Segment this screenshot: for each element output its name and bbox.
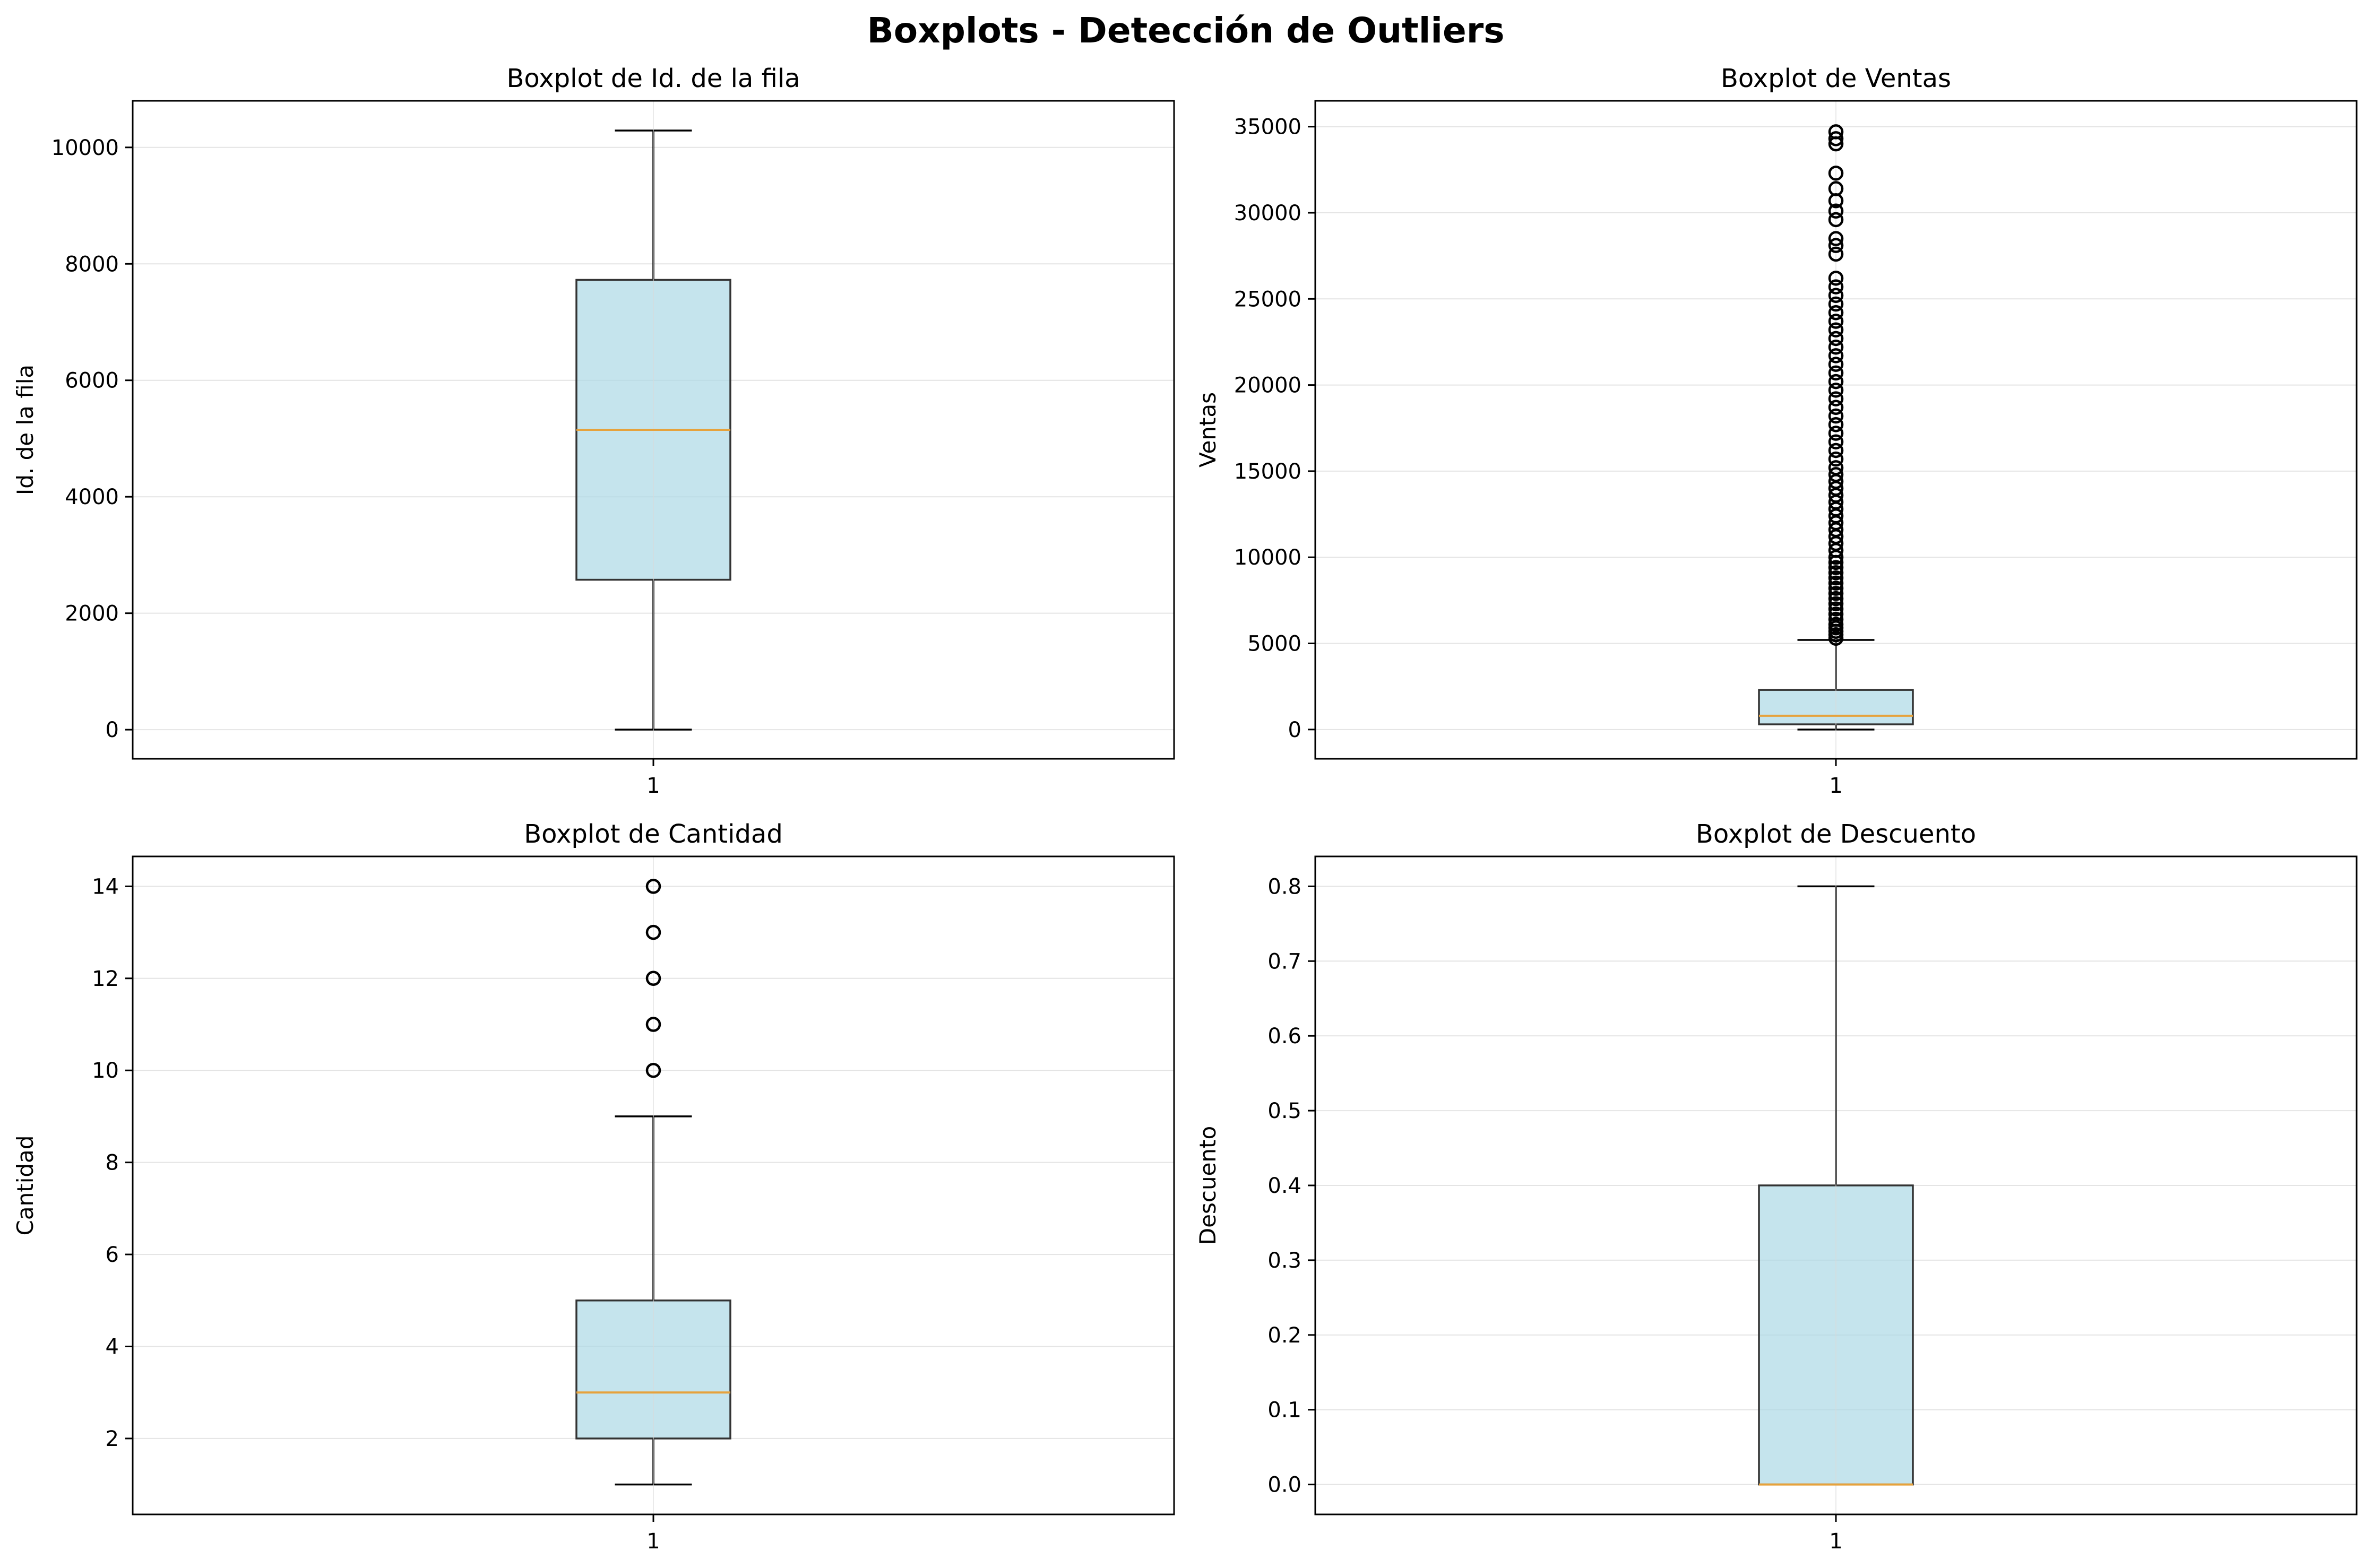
y-axis-label: Descuento (1195, 1126, 1221, 1245)
outlier-point (645, 971, 661, 986)
y-tick-label: 10 (92, 1059, 119, 1083)
figure-title: Boxplots - Detección de Outliers (867, 10, 1504, 51)
outlier-point (1828, 181, 1844, 196)
outlier-point (1828, 443, 1844, 458)
outlier-point (1828, 166, 1844, 181)
y-tick-label: 20000 (1234, 374, 1301, 398)
outlier-point (1828, 365, 1844, 381)
panel-title: Boxplot de Id. de la fila (506, 64, 800, 93)
y-tick-label: 2 (106, 1427, 119, 1451)
y-tick-label: 0.5 (1267, 1099, 1301, 1123)
panel-1: 0 2000 4000 6000 8000 10000 1 Boxplot de Id. de… (12, 64, 1175, 798)
y-tick-label: 0.2 (1267, 1323, 1301, 1348)
outlier-point (1828, 596, 1844, 612)
outlier-point (1828, 607, 1844, 622)
outlier-point (1828, 575, 1844, 591)
outlier-point (1828, 124, 1844, 140)
outlier-point (1828, 271, 1844, 286)
x-tick-label: 1 (646, 774, 660, 798)
panel-3: 2 4 6 8 10 12 14 1 Boxplot de Cantidad Cantidad (12, 819, 1175, 1554)
outlier-point (1828, 451, 1844, 467)
outlier-point (645, 924, 661, 940)
y-tick-label: 6000 (65, 369, 119, 393)
panel-title: Boxplot de Descuento (1696, 819, 1976, 849)
outlier-point (1828, 348, 1844, 363)
y-tick-label: 2000 (65, 602, 119, 626)
outlier-point (1828, 586, 1844, 601)
y-tick-label: 5000 (1247, 632, 1301, 656)
outlier-point (1828, 238, 1844, 253)
outlier-point (1828, 426, 1844, 441)
outlier-point (1828, 570, 1844, 586)
y-tick-label: 0 (106, 718, 119, 742)
y-tick-label: 4000 (65, 485, 119, 509)
outlier-point (1828, 357, 1844, 372)
y-tick-label: 30000 (1234, 201, 1301, 226)
outlier-point (1828, 417, 1844, 432)
y-tick-label: 0.3 (1267, 1249, 1301, 1273)
outlier-point (1828, 246, 1844, 262)
outlier-point (1828, 434, 1844, 449)
outlier-point (1828, 305, 1844, 320)
y-axis-label: Cantidad (12, 1136, 38, 1236)
outlier-point (1828, 408, 1844, 424)
outlier-point (1828, 212, 1844, 228)
outlier-point (1828, 331, 1844, 346)
outlier-point (1828, 467, 1844, 482)
outlier-point (1828, 611, 1844, 627)
outlier-point (1828, 591, 1844, 607)
outlier-point (1828, 400, 1844, 415)
outlier-point (645, 879, 661, 894)
outlier-point (1828, 314, 1844, 329)
y-axis-label: Id. de la fila (12, 365, 38, 495)
outlier-point (1828, 279, 1844, 294)
y-tick-label: 35000 (1234, 115, 1301, 140)
outlier-point (1828, 131, 1844, 146)
y-tick-label: 0.4 (1267, 1174, 1301, 1198)
y-tick-label: 25000 (1234, 287, 1301, 311)
outlier-point (1828, 203, 1844, 219)
panel-title: Boxplot de Cantidad (524, 819, 783, 849)
outlier-point (1828, 601, 1844, 617)
outlier-point (1828, 322, 1844, 337)
x-tick-label: 1 (1829, 774, 1842, 798)
outlier-point (1828, 565, 1844, 581)
y-tick-label: 0.6 (1267, 1024, 1301, 1049)
outlier-point (1828, 383, 1844, 398)
panel-title: Boxplot de Ventas (1721, 64, 1951, 93)
y-tick-label: 12 (92, 967, 119, 991)
y-tick-label: 0.8 (1267, 874, 1301, 899)
y-tick-label: 8000 (65, 252, 119, 276)
y-tick-label: 10000 (51, 136, 119, 160)
x-tick-label: 1 (1829, 1529, 1842, 1554)
outlier-point (1828, 581, 1844, 596)
y-tick-label: 0.7 (1267, 949, 1301, 974)
y-tick-label: 0.1 (1267, 1398, 1301, 1423)
y-tick-label: 0 (1288, 718, 1301, 742)
y-tick-label: 4 (106, 1335, 119, 1359)
y-tick-label: 0.0 (1267, 1473, 1301, 1497)
panel-2: 0 5000 10000 15000 20000 25000 30000 35000 1 Boxp… (1195, 64, 2358, 798)
x-tick-label: 1 (646, 1529, 660, 1554)
outlier-point (1828, 374, 1844, 389)
outlier-point (645, 1017, 661, 1032)
y-tick-label: 14 (92, 874, 119, 899)
outlier-point (1828, 460, 1844, 475)
outlier-point (1828, 288, 1844, 304)
outlier-point (1828, 231, 1844, 246)
y-tick-label: 8 (106, 1151, 119, 1175)
outlier-point (1828, 339, 1844, 355)
y-tick-label: 6 (106, 1243, 119, 1267)
panel-4: 0.0 0.1 0.2 0.3 0.4 0.5 0.6 0.7 0.8 1 Boxplot de D… (1195, 819, 2358, 1554)
y-tick-label: 10000 (1234, 545, 1301, 570)
outlier-point (1828, 296, 1844, 312)
y-axis-label: Ventas (1195, 392, 1221, 467)
y-tick-label: 15000 (1234, 460, 1301, 484)
outlier-point (1828, 617, 1844, 633)
outlier-point (1828, 391, 1844, 406)
outlier-point (1828, 560, 1844, 575)
outlier-point (645, 1062, 661, 1078)
